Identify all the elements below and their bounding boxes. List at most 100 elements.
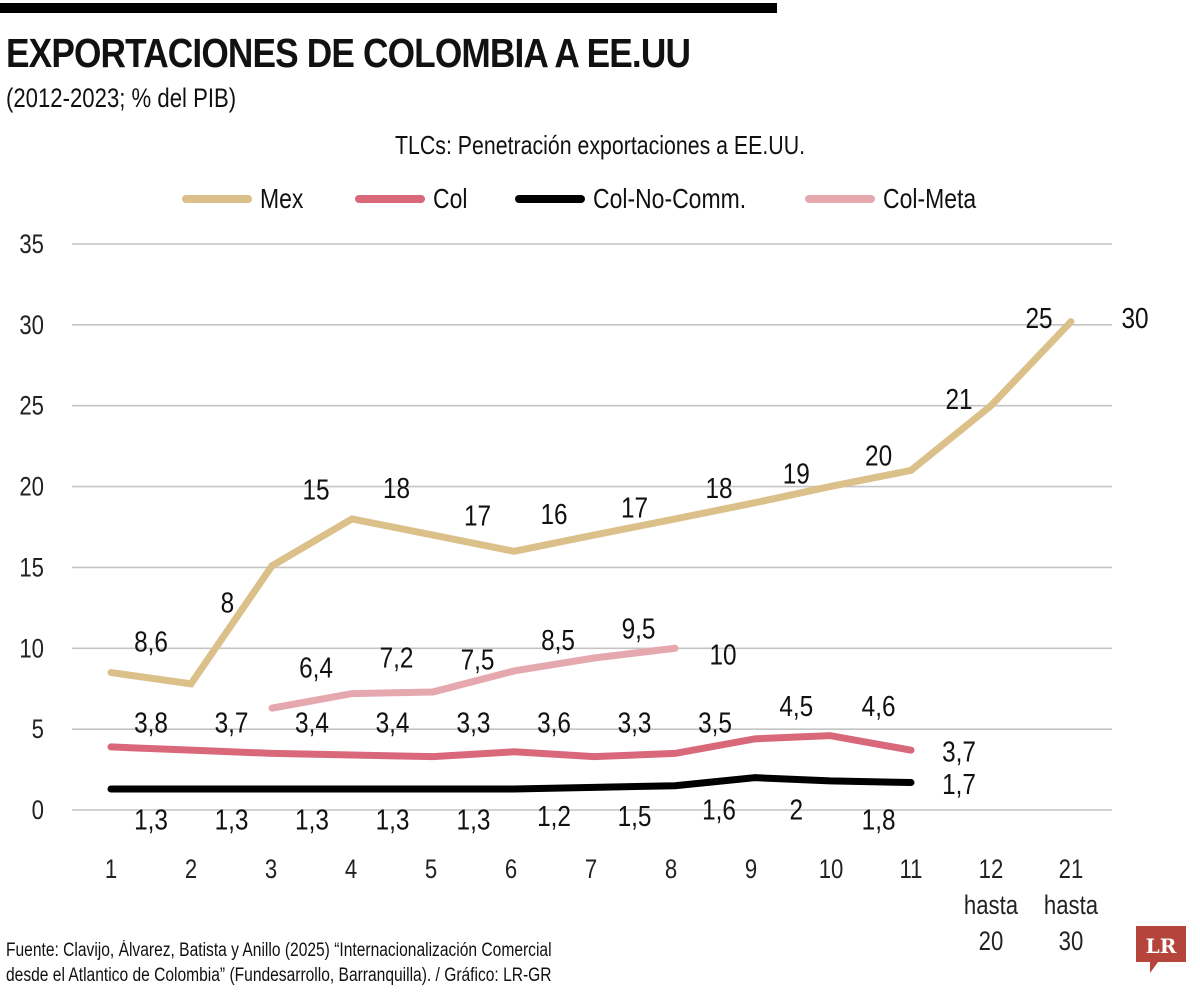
data-label: 16 (540, 498, 567, 530)
legend-swatch-col-meta (805, 195, 875, 203)
source-note: Fuente: Clavijo, Álvarez, Batista y Anil… (6, 938, 552, 988)
y-axis: 0 5 10 15 20 25 30 35 (19, 230, 44, 826)
legend-swatch-mex (182, 195, 252, 203)
legend-swatch-col-no-comm (515, 195, 585, 203)
legend-item-col-no-comm: Col-No-Comm. (515, 183, 780, 215)
x-tick-label: 12 (979, 855, 1004, 885)
data-label: 8 (221, 587, 235, 619)
series-line-mex (107, 318, 1075, 688)
data-label: 1,8 (862, 803, 896, 835)
data-label: 1,7 (942, 768, 976, 800)
data-label: 1,2 (537, 800, 571, 832)
data-label: 18 (705, 472, 732, 504)
legend-item-col-meta: Col-Meta (805, 183, 997, 215)
data-label: 1,3 (376, 803, 410, 835)
data-label: 1,3 (215, 803, 249, 835)
data-label: 3,7 (942, 735, 976, 767)
chart-title-wrap: TLCs: Penetración exportaciones a EE.UU. (0, 130, 1200, 161)
chart-title: TLCs: Penetración exportaciones a EE.UU. (394, 130, 806, 160)
legend-label-col-meta: Col-Meta (883, 183, 977, 214)
legend-label-col-no-comm: Col-No-Comm. (593, 183, 747, 214)
data-label: 3,4 (376, 706, 410, 738)
y-tick-label: 0 (32, 796, 44, 826)
legend-swatch-col (355, 195, 425, 203)
data-label: 10 (709, 638, 736, 670)
series-lines (107, 318, 1075, 793)
x-tick-label: 20 (979, 927, 1004, 957)
legend-label-col: Col (433, 183, 468, 214)
legend-label-mex: Mex (260, 183, 304, 214)
data-label: 17 (621, 491, 648, 523)
data-label: 21 (945, 383, 972, 415)
data-label: 1,3 (134, 803, 168, 835)
logo-bubble (1136, 926, 1186, 973)
x-tick-label: hasta (964, 891, 1018, 921)
legend: Mex Col Col-No-Comm. Col-Meta (0, 183, 1200, 223)
x-tick-label: 5 (425, 855, 437, 885)
x-tick-label: 10 (819, 855, 844, 885)
data-label: 1,3 (457, 803, 491, 835)
data-label: 8,6 (134, 626, 168, 658)
data-label: 3,8 (134, 706, 168, 738)
x-tick-label: 9 (745, 855, 757, 885)
x-tick-label: 3 (265, 855, 277, 885)
data-label: 3,3 (457, 706, 491, 738)
y-tick-label: 5 (32, 715, 44, 745)
data-label: 19 (783, 457, 810, 489)
data-label: 4,6 (862, 690, 896, 722)
data-label: 7,2 (380, 642, 414, 674)
data-label: 25 (1025, 302, 1052, 334)
data-label: 6,4 (299, 651, 333, 683)
x-tick-label: 7 (585, 855, 597, 885)
series-line-col-no-comm (107, 774, 915, 793)
data-label: 3,3 (618, 706, 652, 738)
page-title: EXPORTACIONES DE COLOMBIA A EE.UU (6, 30, 691, 76)
data-label: 15 (302, 474, 329, 506)
data-label: 3,5 (698, 706, 732, 738)
data-label: 8,5 (541, 624, 575, 656)
legend-item-mex: Mex (182, 183, 313, 215)
x-tick-label: 4 (345, 855, 357, 885)
gridlines (72, 243, 1112, 811)
y-tick-label: 30 (19, 311, 44, 341)
x-tick-label: 1 (105, 855, 117, 885)
series-line-col-meta (268, 644, 679, 712)
data-label: 3,6 (537, 706, 571, 738)
data-label: 1,5 (618, 800, 652, 832)
page-subtitle: (2012-2023; % del PIB) (6, 83, 237, 113)
data-label: 7,5 (461, 643, 495, 675)
x-tick-label: 21 (1059, 855, 1084, 885)
x-tick-label: 8 (665, 855, 677, 885)
data-label: 2 (789, 794, 803, 826)
legend-item-col: Col (355, 183, 475, 215)
data-label: 3,4 (295, 706, 329, 738)
data-label: 1,6 (702, 794, 736, 826)
data-label: 17 (464, 499, 491, 531)
data-label: 1,3 (295, 803, 329, 835)
data-label: 4,5 (779, 690, 813, 722)
x-tick-label: 11 (900, 855, 923, 885)
data-label: 9,5 (622, 613, 656, 645)
lr-logo-icon: LR (1136, 926, 1186, 973)
series-line-col (107, 732, 915, 761)
data-label: 20 (865, 440, 892, 472)
y-tick-label: 20 (19, 473, 44, 503)
data-label: 18 (383, 472, 410, 504)
x-tick-label: hasta (1044, 891, 1098, 921)
data-label: 30 (1121, 302, 1148, 334)
y-tick-label: 15 (19, 553, 44, 583)
x-tick-label: 6 (505, 855, 517, 885)
source-line-2: desde el Atlantico de Colombia” (Fundesa… (6, 965, 552, 986)
y-tick-label: 25 (19, 392, 44, 422)
y-tick-label: 10 (19, 634, 44, 664)
data-label: 3,7 (215, 706, 249, 738)
source-line-1: Fuente: Clavijo, Álvarez, Batista y Anil… (6, 940, 552, 961)
data-labels: 8,6 8 15 18 17 16 17 18 19 20 21 25 30 3,8 3,7 3,4 3,4 3,… (134, 302, 1148, 836)
top-rule (0, 3, 777, 13)
x-tick-label: 30 (1059, 927, 1084, 957)
logo-text: LR (1146, 934, 1177, 958)
y-tick-label: 35 (19, 230, 44, 260)
x-tick-label: 2 (185, 855, 197, 885)
